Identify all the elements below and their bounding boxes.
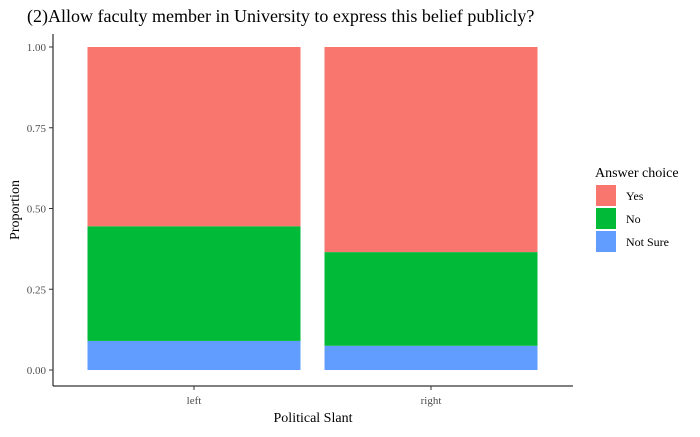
y-axis-ticks: 0.00 0.25 0.50 0.75 1.00	[27, 42, 53, 377]
legend-key-not-sure	[596, 231, 616, 252]
y-tick-label: 0.00	[27, 365, 47, 377]
y-tick-label: 0.25	[27, 284, 47, 296]
x-axis-ticks: left right	[187, 386, 442, 407]
legend-key-no	[596, 208, 616, 229]
y-tick-label: 0.75	[27, 123, 47, 135]
bar-segment-left-yes	[87, 47, 301, 227]
bar-segment-left-not-sure	[87, 340, 301, 370]
y-tick-label: 0.50	[27, 204, 47, 216]
bar-segment-right-yes	[324, 47, 538, 253]
plot-area	[87, 47, 538, 370]
legend-title: Answer choice	[595, 166, 679, 181]
x-axis-title: Political Slant	[274, 411, 353, 426]
legend: Answer choice Yes No Not Sure	[595, 166, 679, 252]
bar-segment-right-not-sure	[324, 345, 538, 370]
x-tick-label: right	[421, 395, 442, 407]
chart-title: (2)Allow faculty member in University to…	[27, 6, 534, 27]
y-axis-title: Proportion	[8, 180, 23, 240]
bar-segment-left-no	[87, 226, 301, 341]
legend-items: Yes No Not Sure	[596, 185, 669, 252]
y-tick-label: 1.00	[27, 42, 47, 54]
legend-label: No	[626, 212, 641, 226]
legend-key-yes	[596, 185, 616, 206]
legend-label: Yes	[626, 189, 644, 203]
x-tick-label: left	[187, 395, 202, 407]
bar-segment-right-no	[324, 252, 538, 346]
legend-label: Not Sure	[626, 235, 669, 249]
